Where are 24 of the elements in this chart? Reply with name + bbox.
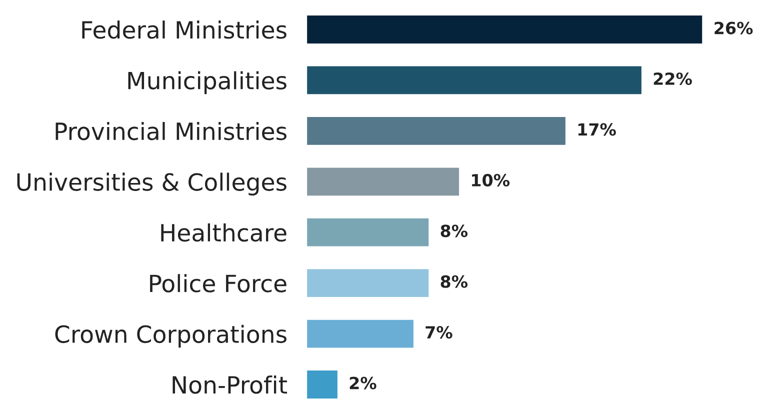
y-tick-label: Crown Corporations xyxy=(55,324,286,348)
data-label: 2% xyxy=(350,376,376,390)
data-label: 8% xyxy=(440,224,468,238)
bar xyxy=(307,168,460,196)
data-label: 7% xyxy=(426,326,452,339)
bar xyxy=(307,320,414,348)
y-tick-label: Police Force xyxy=(150,274,286,292)
y-tick-label: Federal Ministries xyxy=(82,20,286,39)
bar xyxy=(307,218,429,246)
bar xyxy=(307,66,642,94)
y-tick-label: Healthcare xyxy=(161,223,286,242)
data-label: 26% xyxy=(714,22,753,34)
bar xyxy=(307,370,338,398)
bar xyxy=(307,269,429,298)
data-label: 17% xyxy=(578,123,616,136)
y-tick-label: Non-Profit xyxy=(172,376,288,394)
y-tick-label: Municipalities xyxy=(128,71,286,94)
bar xyxy=(307,16,702,44)
data-label: 22% xyxy=(654,72,692,86)
data-label: 10% xyxy=(472,174,510,186)
y-tick-label: Provincial Ministries xyxy=(56,122,286,140)
y-tick-label: Universities & Colleges xyxy=(17,172,286,196)
data-label: 8% xyxy=(440,275,468,288)
bar xyxy=(307,116,566,145)
